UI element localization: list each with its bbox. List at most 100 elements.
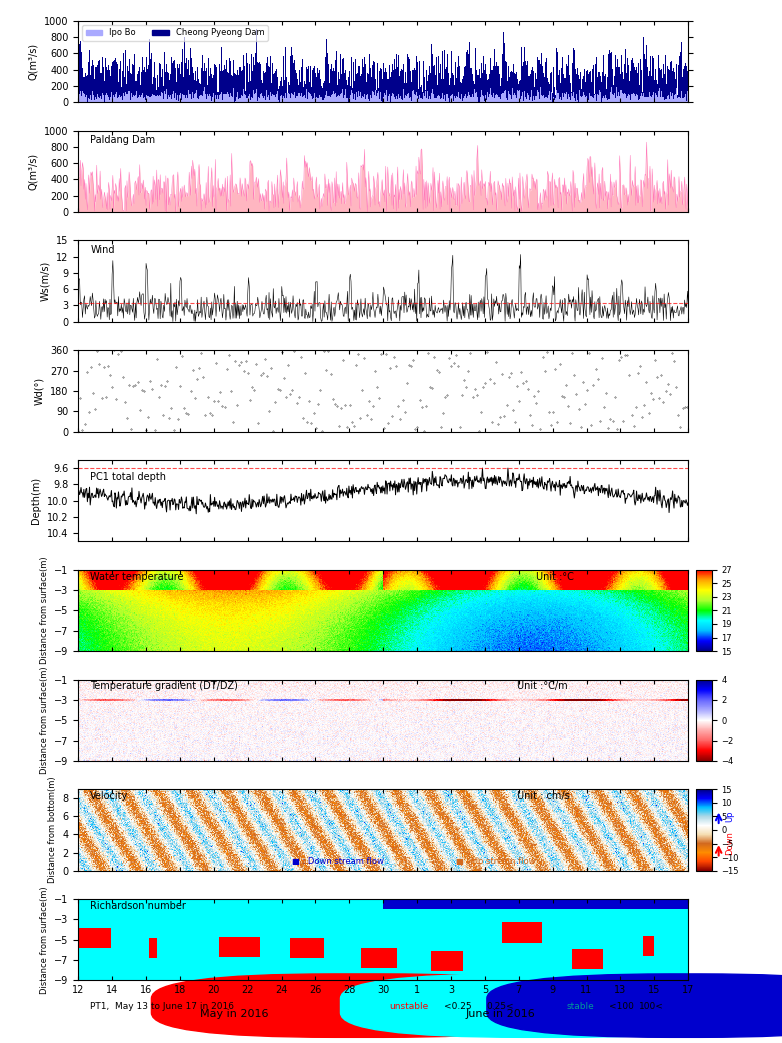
- Point: [644, 385, 657, 402]
- Point: [267, 422, 279, 439]
- Point: [502, 369, 515, 386]
- Point: [471, 387, 483, 404]
- Point: [647, 391, 659, 408]
- Point: [289, 342, 301, 359]
- Point: [439, 389, 451, 406]
- Point: [519, 372, 532, 389]
- Point: [429, 348, 441, 365]
- Point: [627, 418, 640, 435]
- Point: [93, 356, 106, 372]
- Point: [579, 395, 591, 412]
- Point: [596, 349, 608, 366]
- Point: [379, 346, 392, 363]
- Point: [138, 383, 150, 399]
- Point: [619, 346, 632, 363]
- Point: [600, 385, 612, 402]
- Point: [481, 344, 493, 361]
- Y-axis label: Distance from surface(m): Distance from surface(m): [40, 886, 48, 994]
- Point: [662, 375, 674, 392]
- Text: Down: Down: [725, 831, 734, 855]
- Point: [123, 377, 135, 393]
- Text: unstable: unstable: [389, 1002, 429, 1011]
- Point: [193, 360, 206, 377]
- Point: [606, 413, 619, 430]
- Point: [483, 370, 496, 387]
- Point: [140, 421, 152, 438]
- Point: [555, 388, 568, 405]
- Point: [468, 381, 481, 397]
- Point: [341, 418, 353, 435]
- Point: [456, 387, 468, 404]
- Point: [665, 344, 678, 361]
- Point: [403, 356, 415, 372]
- Point: [540, 344, 553, 361]
- Point: [161, 373, 174, 390]
- Point: [568, 366, 580, 383]
- Point: [394, 411, 407, 428]
- Point: [655, 367, 668, 384]
- Point: [87, 385, 99, 402]
- Point: [303, 393, 316, 410]
- Point: [638, 396, 651, 413]
- Y-axis label: Distance from surface(m): Distance from surface(m): [40, 666, 48, 774]
- Text: Paldang Dam: Paldang Dam: [91, 135, 156, 145]
- Point: [135, 382, 148, 398]
- Text: Unit :°C/m: Unit :°C/m: [518, 681, 568, 692]
- Point: [170, 358, 182, 374]
- Point: [432, 363, 445, 380]
- Point: [322, 342, 335, 359]
- Text: Unit :°C: Unit :°C: [536, 572, 573, 582]
- Point: [659, 383, 672, 399]
- Point: [307, 405, 320, 421]
- Point: [301, 413, 314, 430]
- Point: [325, 366, 337, 383]
- Point: [604, 411, 617, 428]
- Point: [254, 366, 267, 383]
- Point: [174, 378, 186, 394]
- Text: <0.25: <0.25: [444, 1002, 472, 1011]
- Point: [167, 422, 180, 439]
- Point: [384, 360, 396, 377]
- Point: [127, 378, 139, 394]
- Point: [311, 395, 324, 412]
- Point: [237, 363, 249, 380]
- Point: [91, 342, 103, 359]
- Point: [326, 390, 339, 407]
- Point: [373, 389, 386, 406]
- Point: [407, 351, 419, 368]
- Point: [354, 410, 367, 427]
- Point: [182, 406, 195, 422]
- Point: [420, 398, 432, 415]
- Point: [561, 397, 574, 414]
- Point: [113, 346, 125, 363]
- Text: Temperature gradient (DT/DZ): Temperature gradient (DT/DZ): [91, 681, 239, 692]
- Point: [547, 404, 559, 420]
- Point: [235, 354, 248, 370]
- Point: [333, 417, 346, 434]
- Point: [259, 351, 271, 368]
- Point: [475, 404, 487, 420]
- Point: [668, 353, 680, 369]
- Point: [560, 377, 572, 393]
- Point: [612, 351, 625, 368]
- Point: [106, 379, 118, 395]
- Point: [457, 371, 470, 388]
- Point: [76, 421, 88, 438]
- Point: [477, 379, 490, 395]
- Point: [678, 398, 691, 415]
- Point: [447, 355, 460, 371]
- Point: [278, 369, 290, 386]
- Point: [581, 382, 594, 398]
- Point: [95, 390, 108, 407]
- Point: [500, 397, 513, 414]
- Point: [528, 388, 540, 405]
- Y-axis label: Q(m³/s): Q(m³/s): [28, 43, 38, 80]
- Point: [208, 393, 221, 410]
- Point: [146, 381, 159, 397]
- Point: [149, 421, 161, 438]
- Point: [564, 415, 576, 432]
- Point: [144, 372, 156, 389]
- Point: [536, 348, 549, 365]
- Point: [388, 348, 400, 365]
- Point: [515, 364, 528, 381]
